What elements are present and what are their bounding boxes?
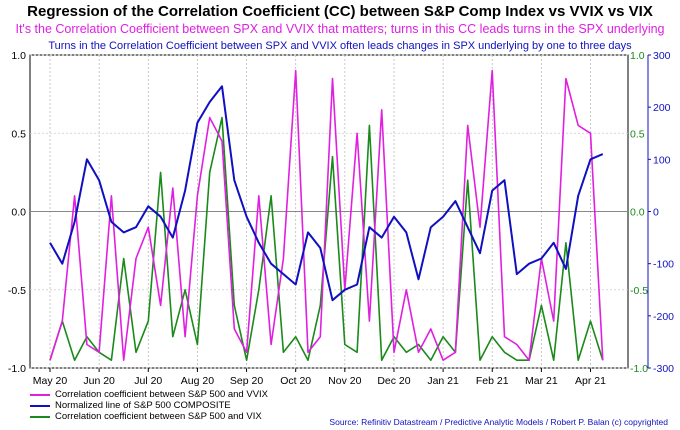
legend-label-spx: Normalized line of S&P 500 COMPOSITE bbox=[55, 400, 231, 411]
x-tick-label: Mar 21 bbox=[525, 375, 558, 387]
y-right-green-tick-label: -0.5 bbox=[630, 285, 648, 297]
x-tick-label: Aug 20 bbox=[181, 375, 214, 387]
y-right-blue-tick-label: 0 bbox=[653, 207, 659, 219]
y-right-green-tick-label: 1.0 bbox=[630, 50, 645, 62]
y-right-blue-tick-label: 300 bbox=[653, 50, 671, 62]
x-tick-label: Oct 20 bbox=[280, 375, 311, 387]
legend-item-spx: Normalized line of S&P 500 COMPOSITE bbox=[30, 400, 268, 411]
legend-swatch-vvix bbox=[30, 393, 50, 396]
source-credit: Source: Refinitiv Datastream / Predictiv… bbox=[329, 417, 668, 427]
y-right-green-tick-label: 0.5 bbox=[630, 128, 645, 140]
x-tick-label: Jun 20 bbox=[83, 375, 115, 387]
y-right-blue-tick-label: -100 bbox=[653, 259, 674, 271]
legend-swatch-vix bbox=[30, 415, 50, 418]
y-left-tick-label: 0.0 bbox=[11, 207, 26, 219]
legend-item-vvix: Correlation coefficient between S&P 500 … bbox=[30, 389, 268, 400]
x-tick-label: Jan 21 bbox=[427, 375, 459, 387]
y-right-green-tick-label: 0.0 bbox=[630, 207, 645, 219]
series-line-vix-cc bbox=[49, 116, 604, 362]
x-tick-label: Apr 21 bbox=[575, 375, 606, 387]
y-left-tick-label: 1.0 bbox=[11, 50, 26, 62]
y-left-tick-label: 0.5 bbox=[11, 128, 26, 140]
chart-subtitle-spx: Turns in the Correlation Coefficient bet… bbox=[48, 40, 632, 52]
x-tick-label: Dec 20 bbox=[377, 375, 410, 387]
x-tick-label: May 20 bbox=[33, 375, 68, 387]
y-right-blue-tick-label: -200 bbox=[653, 311, 674, 323]
legend-item-vix: Correlation coefficient between S&P 500 … bbox=[30, 411, 268, 422]
chart-title: Regression of the Correlation Coefficien… bbox=[27, 3, 653, 20]
y-left-tick-label: -1.0 bbox=[8, 363, 26, 375]
y-right-blue-tick-label: -300 bbox=[653, 363, 674, 375]
series-line-vvix-cc bbox=[49, 69, 604, 362]
x-tick-label: Nov 20 bbox=[328, 375, 361, 387]
x-tick-label: Jul 20 bbox=[134, 375, 162, 387]
y-right-green-tick-label: -1.0 bbox=[630, 363, 648, 375]
y-left-tick-label: -0.5 bbox=[8, 285, 26, 297]
legend-label-vix: Correlation coefficient between S&P 500 … bbox=[55, 411, 262, 422]
series-line-spx-normalized bbox=[49, 85, 604, 302]
x-tick-label: Feb 21 bbox=[476, 375, 509, 387]
legend-label-vvix: Correlation coefficient between S&P 500 … bbox=[55, 389, 269, 400]
chart-subtitle-vvix: It's the Correlation Coefficient between… bbox=[15, 22, 665, 36]
chart-legend: Correlation coefficient between S&P 500 … bbox=[30, 389, 268, 422]
y-right-blue-tick-label: 200 bbox=[653, 102, 671, 114]
legend-swatch-spx bbox=[30, 404, 50, 407]
y-right-blue-tick-label: 100 bbox=[653, 154, 671, 166]
x-tick-label: Sep 20 bbox=[230, 375, 263, 387]
